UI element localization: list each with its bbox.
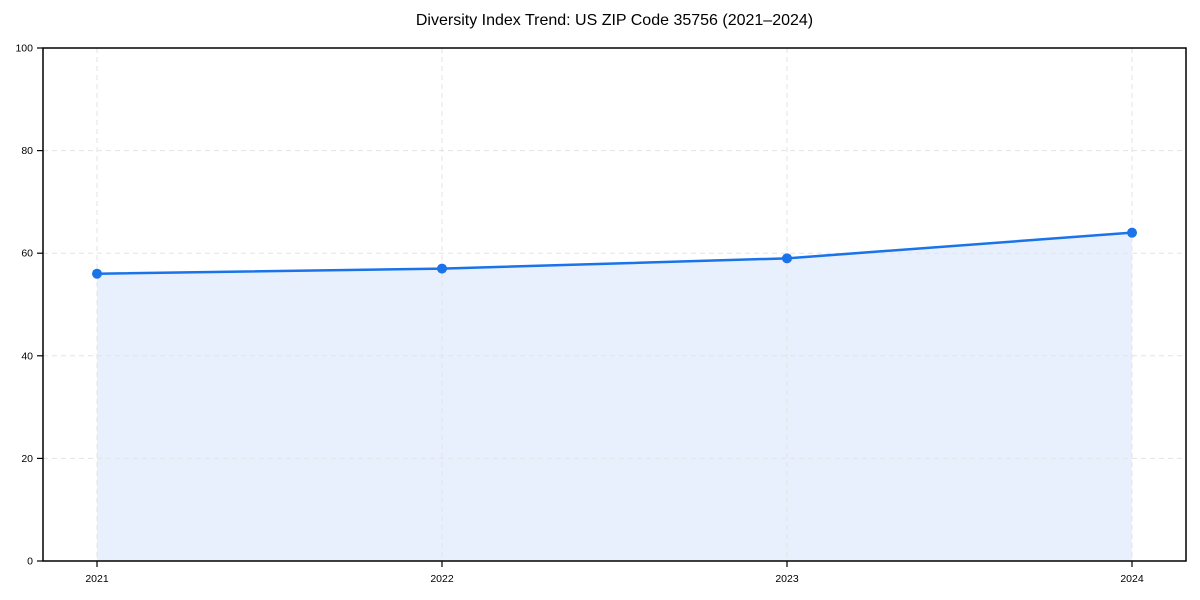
data-point	[437, 263, 447, 274]
y-tick-label: 0	[27, 556, 33, 568]
chart-title: Diversity Index Trend: US ZIP Code 35756…	[415, 12, 814, 29]
x-tick-label: 2023	[775, 573, 799, 585]
data-point	[1127, 227, 1137, 238]
data-point	[92, 268, 102, 279]
x-tick-label: 2022	[430, 573, 454, 585]
y-tick-label: 60	[21, 248, 33, 260]
y-tick-label: 80	[21, 145, 33, 157]
x-tick-label: 2021	[85, 573, 109, 585]
area-fill	[97, 232, 1132, 561]
trend-line	[95, 231, 1134, 275]
y-tick-label: 40	[21, 350, 33, 362]
y-tick-label: 20	[21, 453, 33, 465]
y-tick-label: 100	[15, 43, 33, 55]
plot-border	[42, 47, 1187, 562]
x-tick-label: 2024	[1120, 573, 1144, 585]
data-point	[782, 253, 792, 264]
